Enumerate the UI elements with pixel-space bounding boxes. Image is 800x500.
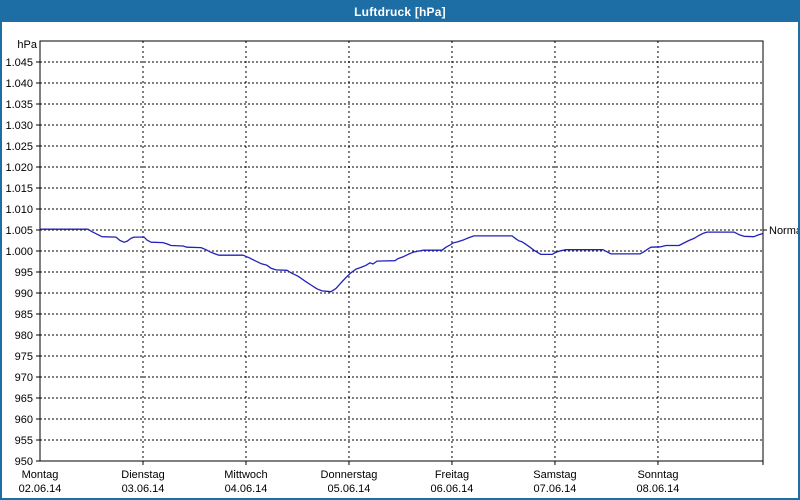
y-tick-label: 975 [15, 351, 33, 363]
x-date-label: 02.06.14 [19, 483, 62, 495]
y-tick-label: 1.030 [5, 120, 33, 132]
y-tick-label: 1.005 [5, 225, 33, 237]
y-tick-label: 1.025 [5, 141, 33, 153]
window-title: Luftdruck [hPa] [354, 5, 446, 19]
x-day-label: Samstag [533, 469, 576, 481]
y-tick-label: 1.000 [5, 246, 33, 258]
x-day-label: Montag [22, 469, 59, 481]
y-tick-label: 980 [15, 330, 33, 342]
x-day-label: Dienstag [121, 469, 164, 481]
y-tick-label: 950 [15, 456, 33, 468]
y-tick-label: 970 [15, 372, 33, 384]
y-tick-label: 995 [15, 267, 33, 279]
x-date-label: 07.06.14 [534, 483, 577, 495]
x-day-label: Donnerstag [321, 469, 378, 481]
y-tick-label: 985 [15, 309, 33, 321]
x-day-label: Sonntag [637, 469, 678, 481]
x-date-label: 05.06.14 [328, 483, 371, 495]
window-titlebar: Luftdruck [hPa] [2, 2, 798, 22]
y-axis-unit-label: hPa [17, 39, 37, 51]
y-tick-label: 1.045 [5, 57, 33, 69]
x-date-label: 03.06.14 [122, 483, 165, 495]
x-day-label: Freitag [435, 469, 469, 481]
x-date-label: 04.06.14 [225, 483, 268, 495]
y-tick-label: 1.010 [5, 204, 33, 216]
pressure-series-line [39, 228, 763, 293]
y-tick-label: 955 [15, 435, 33, 447]
pressure-line-chart: 1.045 1.040 1.035 1.030 1.025 1.020 1.015 1.010… [5, 39, 798, 495]
y-tick-label: 1.015 [5, 183, 33, 195]
y-tick-label: 1.035 [5, 99, 33, 111]
y-tick-label: 1.040 [5, 78, 33, 90]
x-date-label: 08.06.14 [637, 483, 680, 495]
plot-border [39, 40, 764, 462]
y-tick-label: 990 [15, 288, 33, 300]
normal-marker-label: Normal [769, 225, 798, 237]
y-tick-label: 1.020 [5, 162, 33, 174]
x-date-label: 06.06.14 [431, 483, 474, 495]
x-day-label: Mittwoch [224, 469, 267, 481]
y-tick-label: 965 [15, 393, 33, 405]
y-tick-label: 960 [15, 414, 33, 426]
